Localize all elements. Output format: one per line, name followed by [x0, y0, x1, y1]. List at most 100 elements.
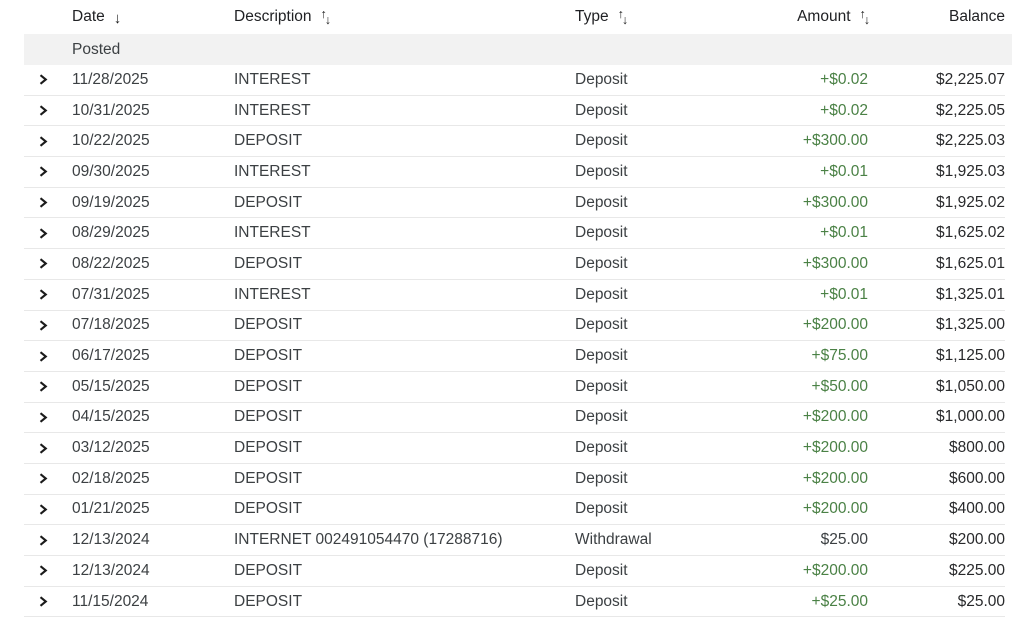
sort-updown-icon[interactable]: ↑↓: [859, 7, 871, 27]
balance-cell: $1,925.02: [936, 193, 1005, 211]
balance-cell: $600.00: [948, 469, 1005, 487]
type-cell: Deposit: [575, 162, 628, 180]
description-cell: DEPOSIT: [234, 439, 303, 457]
expand-row-button[interactable]: [24, 433, 72, 463]
expand-row-button[interactable]: [24, 556, 72, 586]
amount-column-label: Amount: [797, 8, 851, 25]
type-cell: Deposit: [575, 316, 628, 334]
expand-row-button[interactable]: [24, 403, 72, 433]
column-header-amount[interactable]: Amount ↑↓: [772, 7, 871, 27]
balance-cell: $400.00: [948, 500, 1005, 518]
description-cell: DEPOSIT: [234, 592, 303, 610]
balance-cell: $800.00: [948, 439, 1005, 457]
expand-row-button[interactable]: [24, 525, 72, 555]
description-cell: INTEREST: [234, 101, 311, 119]
date-cell: 01/21/2025: [72, 500, 150, 518]
date-cell: 12/13/2024: [72, 561, 150, 579]
amount-cell: +$200.00: [802, 500, 868, 518]
expand-row-button[interactable]: [24, 249, 72, 279]
type-cell: Deposit: [575, 469, 628, 487]
chevron-right-icon: [39, 74, 48, 85]
transaction-row[interactable]: 09/19/2025 DEPOSIT Deposit +$300.00 $1,9…: [0, 188, 1024, 219]
transaction-row[interactable]: 08/29/2025 INTEREST Deposit +$0.01 $1,62…: [0, 218, 1024, 250]
transaction-row[interactable]: 08/22/2025 DEPOSIT Deposit +$300.00 $1,6…: [0, 249, 1024, 280]
transaction-row[interactable]: 11/28/2025 INTEREST Deposit +$0.02 $2,22…: [0, 65, 1024, 96]
transaction-row[interactable]: 03/12/2025 DEPOSIT Deposit +$200.00 $800…: [0, 433, 1024, 464]
column-header-description[interactable]: Description ↑↓: [234, 7, 575, 27]
type-cell: Deposit: [575, 132, 628, 150]
transaction-row[interactable]: 10/31/2025 INTEREST Deposit +$0.02 $2,22…: [0, 96, 1024, 127]
expand-row-button[interactable]: [24, 464, 72, 494]
expand-row-button[interactable]: [24, 311, 72, 341]
type-cell: Deposit: [575, 592, 628, 610]
expand-row-button[interactable]: [24, 157, 72, 187]
amount-cell: +$0.01: [820, 162, 868, 180]
date-cell: 05/15/2025: [72, 377, 150, 395]
transaction-row[interactable]: 10/22/2025 DEPOSIT Deposit +$300.00 $2,2…: [0, 126, 1024, 158]
balance-cell: $200.00: [948, 531, 1005, 549]
chevron-right-icon: [39, 412, 48, 423]
type-cell: Deposit: [575, 561, 628, 579]
amount-cell: +$300.00: [802, 132, 868, 150]
expand-row-button[interactable]: [24, 280, 72, 310]
sort-updown-icon[interactable]: ↑↓: [617, 7, 629, 27]
sort-descending-icon[interactable]: ↓: [113, 9, 122, 27]
expand-row-button[interactable]: [24, 188, 72, 218]
balance-cell: $1,325.01: [936, 285, 1005, 303]
date-cell: 11/15/2024: [72, 592, 149, 610]
expand-row-button[interactable]: [24, 218, 72, 248]
description-cell: DEPOSIT: [234, 500, 303, 518]
amount-cell: +$300.00: [802, 254, 868, 272]
balance-cell: $1,625.01: [936, 254, 1005, 272]
column-header-date[interactable]: Date ↓: [72, 8, 234, 27]
balance-cell: $1,125.00: [936, 347, 1005, 365]
description-cell: INTEREST: [234, 70, 311, 88]
description-cell: DEPOSIT: [234, 347, 303, 365]
amount-cell: +$200.00: [802, 439, 868, 457]
amount-cell: +$300.00: [802, 193, 868, 211]
amount-cell: $25.00: [820, 531, 868, 549]
sort-updown-icon[interactable]: ↑↓: [320, 7, 332, 27]
transaction-row[interactable]: 07/18/2025 DEPOSIT Deposit +$200.00 $1,3…: [0, 311, 1024, 342]
expand-row-button[interactable]: [24, 495, 72, 525]
column-header-type[interactable]: Type ↑↓: [575, 7, 772, 27]
expand-row-button[interactable]: [24, 587, 72, 617]
chevron-right-icon: [39, 197, 48, 208]
date-cell: 10/31/2025: [72, 101, 150, 119]
transaction-row[interactable]: 11/15/2024 DEPOSIT Deposit +$25.00 $25.0…: [0, 587, 1024, 618]
transaction-row[interactable]: 06/17/2025 DEPOSIT Deposit +$75.00 $1,12…: [0, 341, 1024, 372]
expand-row-button[interactable]: [24, 372, 72, 402]
transaction-row[interactable]: 12/13/2024 INTERNET 002491054470 (172887…: [0, 525, 1024, 556]
chevron-right-icon: [39, 166, 48, 178]
date-cell: 08/22/2025: [72, 254, 150, 272]
description-cell: INTEREST: [234, 224, 311, 242]
description-cell: DEPOSIT: [234, 193, 303, 211]
type-cell: Deposit: [575, 408, 628, 426]
expand-row-button[interactable]: [24, 126, 72, 156]
transaction-row[interactable]: 02/18/2025 DEPOSIT Deposit +$200.00 $600…: [0, 464, 1024, 495]
balance-column-label: Balance: [948, 8, 1005, 25]
description-cell: DEPOSIT: [234, 377, 303, 395]
type-cell: Deposit: [575, 377, 628, 395]
chevron-right-icon: [39, 320, 48, 331]
type-cell: Deposit: [575, 70, 628, 88]
transaction-row[interactable]: 07/31/2025 INTEREST Deposit +$0.01 $1,32…: [0, 280, 1024, 311]
chevron-right-icon: [39, 596, 48, 607]
transaction-row[interactable]: 04/15/2025 DEPOSIT Deposit +$200.00 $1,0…: [0, 403, 1024, 434]
expand-row-button[interactable]: [24, 96, 72, 126]
date-cell: 08/29/2025: [72, 224, 150, 242]
transaction-row[interactable]: 12/13/2024 DEPOSIT Deposit +$200.00 $225…: [0, 556, 1024, 587]
transaction-row[interactable]: 05/15/2025 DEPOSIT Deposit +$50.00 $1,05…: [0, 372, 1024, 403]
transaction-row[interactable]: 01/21/2025 DEPOSIT Deposit +$200.00 $400…: [0, 495, 1024, 526]
type-cell: Deposit: [575, 193, 628, 211]
chevron-right-icon: [39, 442, 48, 454]
amount-cell: +$0.02: [820, 70, 868, 88]
balance-cell: $1,325.00: [936, 316, 1005, 334]
balance-cell: $25.00: [957, 592, 1005, 610]
amount-cell: +$200.00: [802, 316, 868, 334]
amount-cell: +$0.01: [820, 224, 868, 242]
expand-row-button[interactable]: [24, 341, 72, 371]
expand-row-button[interactable]: [24, 65, 72, 95]
transaction-row[interactable]: 09/30/2025 INTEREST Deposit +$0.01 $1,92…: [0, 157, 1024, 188]
date-cell: 09/19/2025: [72, 193, 150, 211]
